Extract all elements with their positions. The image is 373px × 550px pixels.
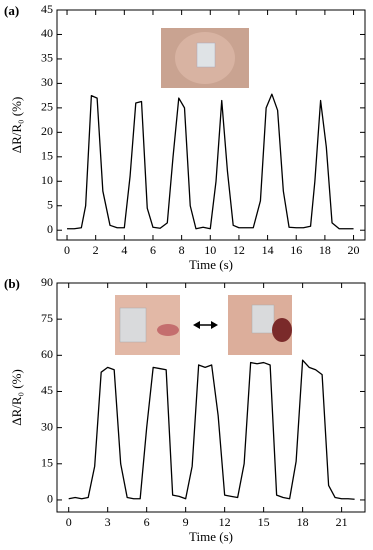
y-tick-label: 0 [47,492,53,506]
y-tick-label: 5 [47,197,53,211]
y-tick-label: 90 [41,275,53,289]
double-arrow [193,321,218,329]
x-tick-label: 2 [93,243,99,257]
y-tick-label: 45 [41,383,53,397]
x-tick-label: 4 [121,243,127,257]
data-line [68,359,355,500]
x-tick-label: 21 [336,515,348,529]
y-tick-label: 25 [41,100,53,114]
photo-inset-a [161,28,249,88]
x-tick-label: 0 [66,515,72,529]
y-axis-label: ΔR/R₀ (%) [9,97,24,154]
y-tick-label: 0 [47,222,53,236]
plot-frame [56,282,366,513]
photo-inset-b2 [228,295,292,355]
x-tick-label: 8 [179,243,185,257]
x-tick-label: 9 [183,515,189,529]
x-tick-label: 16 [290,243,302,257]
y-tick-label: 30 [41,419,53,433]
x-tick-label: 10 [204,243,216,257]
y-tick-label: 15 [41,456,53,470]
data-line [67,93,354,230]
y-tick-label: 15 [41,149,53,163]
y-axis-label: ΔR/R₀ (%) [9,369,24,426]
y-tick-label: 35 [41,51,53,65]
y-tick-label: 30 [41,75,53,89]
panel-label: (b) [4,276,20,291]
x-tick-label: 0 [64,243,70,257]
x-tick-label: 6 [150,243,156,257]
y-tick-label: 10 [41,173,53,187]
x-tick-label: 18 [297,515,309,529]
x-tick-label: 6 [144,515,150,529]
x-tick-label: 18 [319,243,331,257]
x-tick-label: 14 [262,243,274,257]
y-tick-label: 20 [41,124,53,138]
panel-label: (a) [4,3,19,18]
y-tick-label: 40 [41,26,53,40]
photo-inset-b1 [115,295,180,355]
y-tick-label: 60 [41,347,53,361]
y-tick-label: 45 [41,2,53,16]
x-tick-label: 12 [219,515,231,529]
x-tick-label: 3 [105,515,111,529]
x-tick-label: 15 [258,515,270,529]
x-axis-label: Time (s) [189,257,233,272]
y-tick-label: 75 [41,311,53,325]
x-tick-label: 12 [233,243,245,257]
x-tick-label: 20 [348,243,360,257]
plot-frame [56,9,366,241]
x-axis-label: Time (s) [189,529,233,544]
